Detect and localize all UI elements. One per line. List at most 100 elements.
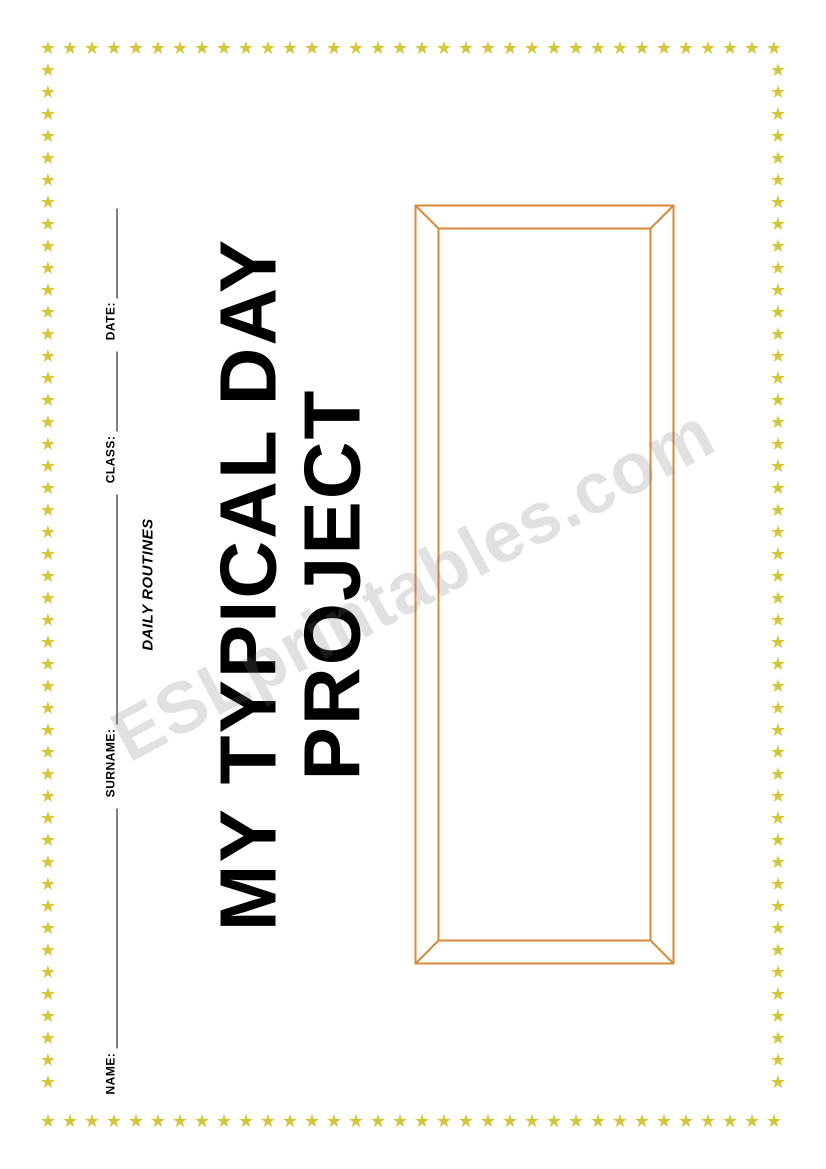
star-icon: ★: [215, 39, 233, 57]
name-label: NAME:: [103, 1053, 117, 1095]
star-icon: ★: [523, 39, 541, 57]
star-icon: ★: [769, 985, 787, 1003]
star-icon: ★: [677, 1112, 695, 1130]
star-icon: ★: [743, 39, 761, 57]
star-icon: ★: [39, 83, 57, 101]
star-icon: ★: [149, 39, 167, 57]
subtitle-text: DAILY ROUTINES: [139, 75, 156, 1095]
star-icon: ★: [39, 1029, 57, 1047]
star-icon: ★: [413, 39, 431, 57]
star-icon: ★: [457, 1112, 475, 1130]
star-icon: ★: [677, 39, 695, 57]
star-icon: ★: [633, 1112, 651, 1130]
star-icon: ★: [589, 39, 607, 57]
worksheet-page: ★★★★★★★★★★★★★★★★★★★★★★★★★★★★★★★★★★★★★★★★…: [40, 40, 786, 1129]
star-icon: ★: [259, 1112, 277, 1130]
date-input-line[interactable]: [107, 208, 117, 298]
star-icon: ★: [501, 1112, 519, 1130]
star-icon: ★: [721, 1112, 739, 1130]
star-icon: ★: [39, 61, 57, 79]
star-icon: ★: [699, 1112, 717, 1130]
star-icon: ★: [545, 1112, 563, 1130]
star-icon: ★: [655, 39, 673, 57]
class-input-line[interactable]: [107, 352, 117, 432]
star-icon: ★: [633, 39, 651, 57]
star-icon: ★: [765, 39, 783, 57]
star-icon: ★: [369, 1112, 387, 1130]
star-icon: ★: [325, 39, 343, 57]
star-icon: ★: [105, 1112, 123, 1130]
star-icon: ★: [39, 127, 57, 145]
star-icon: ★: [611, 1112, 629, 1130]
star-icon: ★: [435, 39, 453, 57]
star-icon: ★: [39, 215, 57, 233]
star-icon: ★: [769, 1051, 787, 1069]
star-icon: ★: [769, 171, 787, 189]
star-icon: ★: [39, 171, 57, 189]
star-icon: ★: [83, 1112, 101, 1130]
star-icon: ★: [769, 193, 787, 211]
star-icon: ★: [769, 1007, 787, 1025]
star-icon: ★: [193, 1112, 211, 1130]
star-icon: ★: [567, 39, 585, 57]
title-line-2: PROJECT: [290, 75, 374, 1095]
star-icon: ★: [303, 1112, 321, 1130]
star-icon: ★: [39, 1073, 57, 1091]
star-icon: ★: [171, 1112, 189, 1130]
star-icon: ★: [39, 1051, 57, 1069]
star-icon: ★: [171, 39, 189, 57]
name-input-line[interactable]: [107, 809, 117, 1049]
content-inner: NAME: SURNAME: CLASS: DATE: DAILY ROUTIN…: [73, 75, 753, 1095]
star-icon: ★: [743, 1112, 761, 1130]
surname-input-line[interactable]: [107, 495, 117, 725]
star-icon: ★: [39, 105, 57, 123]
star-icon: ★: [127, 39, 145, 57]
star-icon: ★: [769, 127, 787, 145]
star-icon: ★: [61, 39, 79, 57]
star-icon: ★: [413, 1112, 431, 1130]
star-icon: ★: [769, 83, 787, 101]
star-icon: ★: [523, 1112, 541, 1130]
star-icon: ★: [479, 39, 497, 57]
star-icon: ★: [567, 1112, 585, 1130]
star-icon: ★: [769, 61, 787, 79]
star-icon: ★: [611, 39, 629, 57]
star-icon: ★: [39, 1112, 57, 1130]
star-icon: ★: [699, 39, 717, 57]
star-icon: ★: [127, 1112, 145, 1130]
star-icon: ★: [149, 1112, 167, 1130]
star-icon: ★: [303, 39, 321, 57]
star-icon: ★: [193, 39, 211, 57]
star-icon: ★: [765, 1112, 783, 1130]
star-icon: ★: [39, 985, 57, 1003]
title-line-1: MY TYPICAL DAY: [206, 75, 290, 1095]
date-label: DATE:: [103, 302, 117, 340]
star-icon: ★: [391, 39, 409, 57]
star-icon: ★: [545, 39, 563, 57]
star-icon: ★: [501, 39, 519, 57]
star-icon: ★: [769, 105, 787, 123]
star-icon: ★: [769, 941, 787, 959]
star-icon: ★: [237, 39, 255, 57]
picture-frame: [414, 205, 674, 965]
star-icon: ★: [391, 1112, 409, 1130]
star-icon: ★: [281, 1112, 299, 1130]
star-icon: ★: [281, 39, 299, 57]
star-icon: ★: [215, 1112, 233, 1130]
star-icon: ★: [457, 39, 475, 57]
star-icon: ★: [769, 149, 787, 167]
star-icon: ★: [105, 39, 123, 57]
star-icon: ★: [655, 1112, 673, 1130]
star-icon: ★: [721, 39, 739, 57]
star-icon: ★: [39, 941, 57, 959]
star-icon: ★: [39, 1007, 57, 1025]
star-icon: ★: [83, 39, 101, 57]
class-label: CLASS:: [103, 436, 117, 484]
surname-label: SURNAME:: [103, 729, 117, 798]
student-fields-row: NAME: SURNAME: CLASS: DATE:: [103, 75, 117, 1095]
star-icon: ★: [769, 1029, 787, 1047]
star-icon: ★: [435, 1112, 453, 1130]
star-icon: ★: [39, 39, 57, 57]
picture-frame-wrap: [414, 75, 674, 1095]
star-icon: ★: [769, 1073, 787, 1091]
